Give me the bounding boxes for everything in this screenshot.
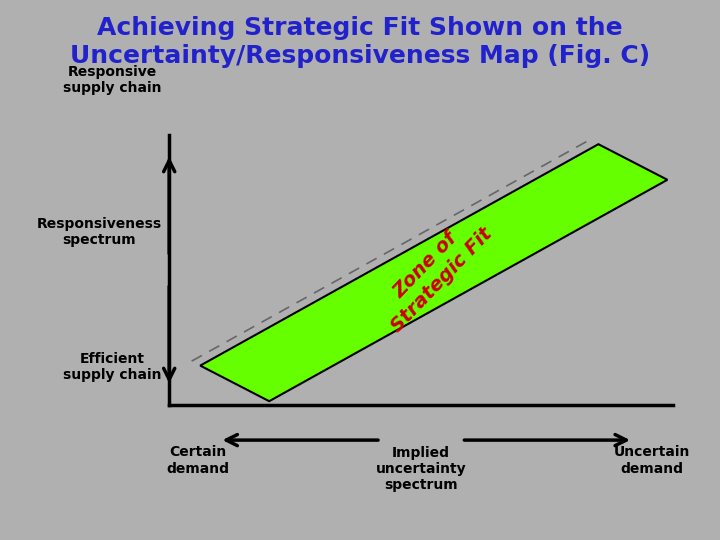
Text: Zone of
Strategic Fit: Zone of Strategic Fit xyxy=(372,209,496,336)
Text: Uncertain
demand: Uncertain demand xyxy=(613,446,690,476)
Text: Achieving Strategic Fit Shown on the
Uncertainty/Responsiveness Map (Fig. C): Achieving Strategic Fit Shown on the Unc… xyxy=(70,16,650,68)
Text: Responsiveness
spectrum: Responsiveness spectrum xyxy=(37,217,162,247)
Text: Responsive
supply chain: Responsive supply chain xyxy=(63,65,162,95)
Text: Implied
uncertainty
spectrum: Implied uncertainty spectrum xyxy=(376,446,467,492)
Text: Certain
demand: Certain demand xyxy=(166,446,230,476)
Polygon shape xyxy=(200,144,667,401)
Text: Efficient
supply chain: Efficient supply chain xyxy=(63,352,162,382)
